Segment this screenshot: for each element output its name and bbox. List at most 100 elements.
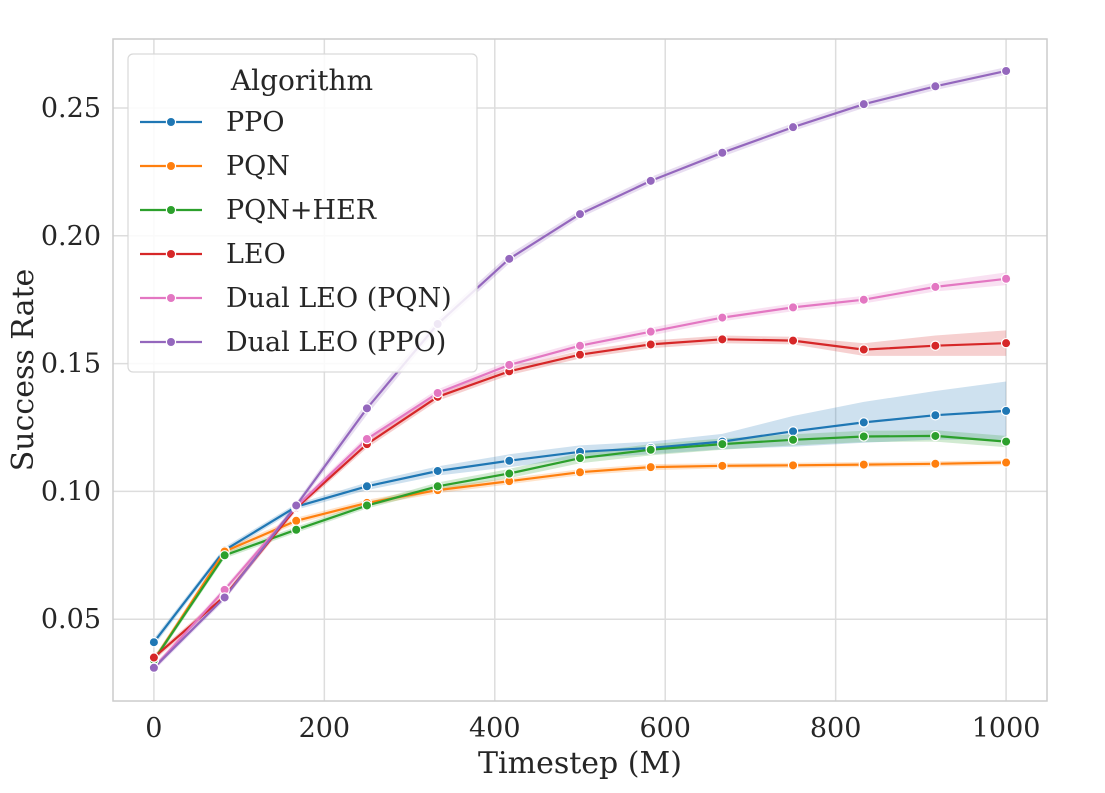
point-pqn-her: [504, 468, 515, 479]
point-dual-leo-ppo: [219, 592, 230, 603]
band-ppo: [153, 381, 1007, 646]
y-axis-label: Success Rate: [6, 269, 41, 472]
legend-marker-leo: [165, 248, 177, 260]
x-tick-labels: 0 200 400 600 800 1000: [145, 713, 1040, 744]
x-tick-label: 1000: [972, 713, 1041, 744]
legend-label-pqn-her: PQN+HER: [226, 195, 377, 226]
point-ppo: [930, 410, 941, 421]
legend-label-dual-leo-ppo: Dual LEO (PPO): [226, 327, 446, 358]
x-tick-label: 800: [810, 713, 862, 744]
legend-marker-pqn: [165, 160, 177, 172]
point-ppo: [787, 426, 799, 437]
point-dual-leo-ppo: [717, 147, 728, 158]
legend-label-ppo: PPO: [226, 107, 284, 138]
series-points: [148, 65, 1012, 673]
point-pqn: [645, 461, 656, 473]
legend-box: [127, 53, 478, 373]
point-pqn: [1000, 457, 1012, 468]
y-tick-label: 0.15: [41, 349, 101, 380]
point-leo: [148, 652, 160, 663]
point-dual-leo-ppo: [1000, 65, 1012, 77]
legend-marker-dual-leo-pqn: [165, 292, 177, 304]
legend-item-leo: LEO: [140, 239, 286, 270]
point-dual-leo-pqn: [717, 312, 728, 323]
point-pqn: [787, 460, 799, 471]
y-tick-label: 0.05: [41, 604, 101, 635]
legend-item-dual-leo-pqn: Dual LEO (PQN): [140, 283, 452, 314]
x-tick-label: 0: [145, 713, 162, 744]
point-dual-leo-pqn: [930, 281, 941, 293]
point-pqn-her: [858, 431, 869, 442]
point-pqn-her: [717, 438, 728, 450]
legend-marker-dual-leo-ppo: [165, 336, 177, 348]
y-tick-label: 0.10: [41, 476, 101, 507]
y-tick-labels: 0.05 0.10 0.15 0.20 0.25: [41, 93, 101, 635]
point-leo: [858, 344, 869, 355]
legend-marker-ppo: [165, 116, 177, 128]
legend-label-leo: LEO: [226, 239, 286, 270]
point-leo: [574, 349, 586, 360]
point-pqn-her: [361, 500, 373, 511]
point-pqn-her: [432, 481, 443, 492]
point-dual-leo-pqn: [858, 294, 869, 305]
point-pqn-her: [930, 430, 941, 442]
legend-item-pqn: PQN: [140, 151, 290, 182]
confidence-bands: [153, 67, 1007, 671]
point-dual-leo-pqn: [432, 387, 443, 399]
point-dual-leo-pqn: [361, 433, 373, 445]
point-pqn-her: [219, 550, 230, 561]
point-ppo: [148, 637, 160, 648]
point-leo: [1000, 337, 1012, 349]
point-pqn-her: [787, 434, 799, 445]
point-ppo: [504, 455, 515, 466]
x-tick-label: 600: [639, 713, 691, 744]
legend-item-pqn-her: PQN+HER: [140, 195, 377, 226]
point-ppo: [1000, 405, 1012, 417]
legend-items: PPO PQN PQN+HER LEO Dual LEO (PQN) Dual LEO (…: [140, 107, 452, 358]
point-pqn: [858, 459, 869, 470]
point-dual-leo-pqn: [504, 359, 515, 371]
point-dual-leo-ppo: [291, 500, 302, 511]
legend-label-pqn: PQN: [226, 151, 290, 182]
legend-title: Algorithm: [230, 64, 373, 97]
point-dual-leo-ppo: [858, 98, 869, 110]
point-pqn-her: [574, 452, 586, 464]
point-leo: [717, 334, 728, 345]
x-axis-label: Timestep (M): [478, 746, 682, 781]
point-dual-leo-ppo: [645, 175, 656, 187]
point-pqn: [291, 515, 302, 527]
point-ppo: [361, 481, 373, 492]
point-leo: [645, 339, 656, 350]
point-ppo: [858, 417, 869, 428]
point-dual-leo-pqn: [1000, 273, 1012, 284]
point-pqn-her: [291, 524, 302, 535]
legend-label-dual-leo-pqn: Dual LEO (PQN): [226, 283, 452, 314]
point-dual-leo-ppo: [361, 403, 373, 414]
x-tick-label: 200: [299, 713, 351, 744]
point-dual-leo-pqn: [787, 302, 799, 313]
point-leo: [787, 335, 799, 346]
point-dual-leo-ppo: [930, 81, 941, 92]
point-dual-leo-pqn: [645, 326, 656, 337]
point-dual-leo-ppo: [148, 662, 160, 673]
point-dual-leo-ppo: [574, 208, 586, 220]
point-pqn: [930, 458, 941, 470]
point-ppo: [432, 465, 443, 477]
point-pqn: [717, 460, 728, 472]
y-tick-label: 0.20: [41, 221, 101, 252]
point-pqn-her: [1000, 436, 1012, 447]
x-tick-label: 400: [469, 713, 521, 744]
y-tick-label: 0.25: [41, 93, 101, 124]
point-leo: [930, 340, 941, 351]
point-dual-leo-ppo: [787, 121, 799, 133]
point-pqn-her: [645, 444, 656, 455]
point-dual-leo-pqn: [574, 340, 586, 351]
plot-frame: [112, 38, 1048, 702]
legend-item-ppo: PPO: [140, 107, 284, 138]
legend: Algorithm PPO PQN PQN+HER LEO Dual LEO (PQN)…: [127, 53, 478, 373]
point-dual-leo-ppo: [504, 253, 515, 265]
point-pqn: [574, 467, 586, 478]
legend-item-dual-leo-ppo: Dual LEO (PPO): [140, 327, 446, 358]
legend-marker-pqn-her: [165, 204, 177, 216]
